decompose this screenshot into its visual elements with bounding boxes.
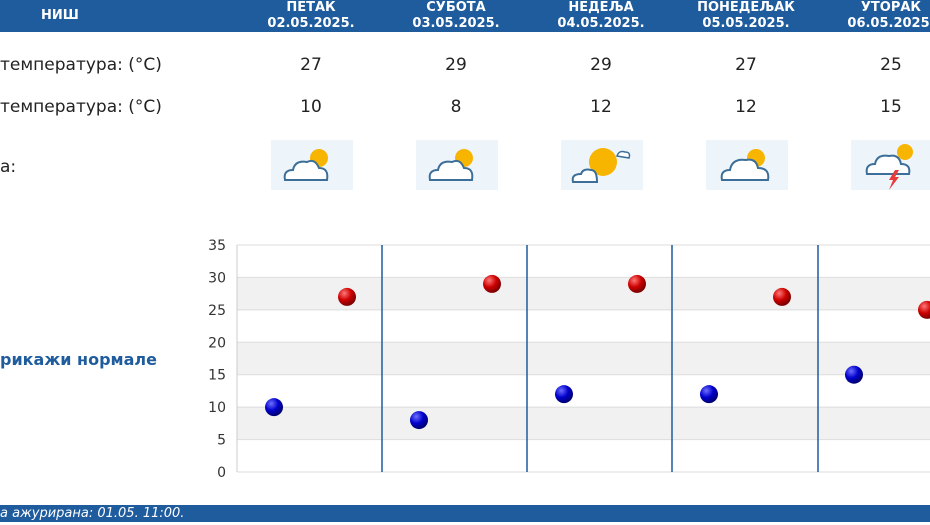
day-date: 03.05.2025.	[412, 16, 500, 31]
day-column-2: СУБОТА 03.05.2025.	[391, 0, 521, 32]
day-column-4: ПОНЕДЕЉАК 05.05.2025.	[681, 0, 811, 32]
min-temp-point	[700, 385, 718, 404]
max-temp-value: 29	[590, 55, 612, 75]
y-tick-label: 25	[208, 303, 226, 319]
y-tick-label: 5	[217, 433, 226, 449]
day-column-5: УТОРАК 06.05.2025.	[826, 0, 930, 32]
max-temp-point	[483, 274, 501, 293]
day-name: ПОНЕДЕЉАК	[697, 0, 795, 15]
min-temp-value: 12	[590, 97, 612, 117]
day-column-1: ПЕТАК 02.05.2025.	[246, 0, 376, 32]
max-temp-point	[338, 287, 356, 306]
partly-cloudy-icon	[271, 140, 353, 190]
day-date: 06.05.2025.	[847, 16, 930, 31]
min-temp-point	[845, 365, 863, 384]
max-temp-point	[918, 300, 930, 319]
day-name: УТОРАК	[860, 0, 922, 15]
min-temp-value: 15	[880, 97, 902, 117]
day-date: 04.05.2025.	[557, 16, 645, 31]
day-date: 05.05.2025.	[702, 16, 790, 31]
y-tick-label: 15	[208, 368, 226, 384]
day-date: 02.05.2025.	[267, 16, 355, 31]
y-tick-label: 10	[208, 400, 226, 416]
day-name: СУБОТА	[426, 0, 486, 15]
temperature-chart: 0 5 10 15 20 25 30 35	[208, 238, 930, 480]
min-temp-point	[555, 385, 573, 404]
forecast-header: НИШ ПЕТАК 02.05.2025. СУБОТА 03.05.2025.…	[0, 0, 930, 32]
min-temp-label: температура: (°C)	[0, 97, 162, 117]
grid-band	[237, 407, 930, 440]
min-temp-value: 12	[735, 97, 757, 117]
partly-cloudy-icon	[416, 140, 498, 190]
max-temp-value: 29	[445, 55, 467, 75]
mostly-sunny-icon	[561, 140, 643, 190]
y-tick-label: 35	[208, 238, 226, 254]
max-temp-value: 27	[735, 55, 757, 75]
min-temp-point	[410, 411, 428, 430]
y-tick-label: 0	[217, 465, 226, 480]
last-updated-bar: а ажурирана: 01.05. 11:00.	[0, 505, 930, 522]
last-updated-text: а ажурирана: 01.05. 11:00.	[0, 506, 185, 521]
day-name: НЕДЕЉА	[568, 0, 634, 15]
y-tick-label: 20	[208, 335, 226, 351]
day-column-3: НЕДЕЉА 04.05.2025.	[536, 0, 666, 32]
max-temp-value: 27	[300, 55, 322, 75]
max-temp-point	[628, 274, 646, 293]
max-temp-label: температура: (°C)	[0, 55, 162, 75]
min-temp-point	[265, 398, 283, 417]
grid-band	[237, 342, 930, 375]
cloudy-sun-icon	[706, 140, 788, 190]
y-tick-label: 30	[208, 270, 226, 286]
show-normals-link[interactable]: рикажи нормале	[0, 350, 157, 369]
min-temp-value: 10	[300, 97, 322, 117]
thunderstorm-icon	[851, 140, 930, 190]
min-temp-value: 8	[450, 97, 462, 117]
max-temp-value: 25	[880, 55, 902, 75]
max-temp-point	[773, 287, 791, 306]
day-name: ПЕТАК	[286, 0, 336, 15]
weather-label: а:	[0, 157, 17, 177]
city-name: НИШ	[41, 8, 79, 23]
